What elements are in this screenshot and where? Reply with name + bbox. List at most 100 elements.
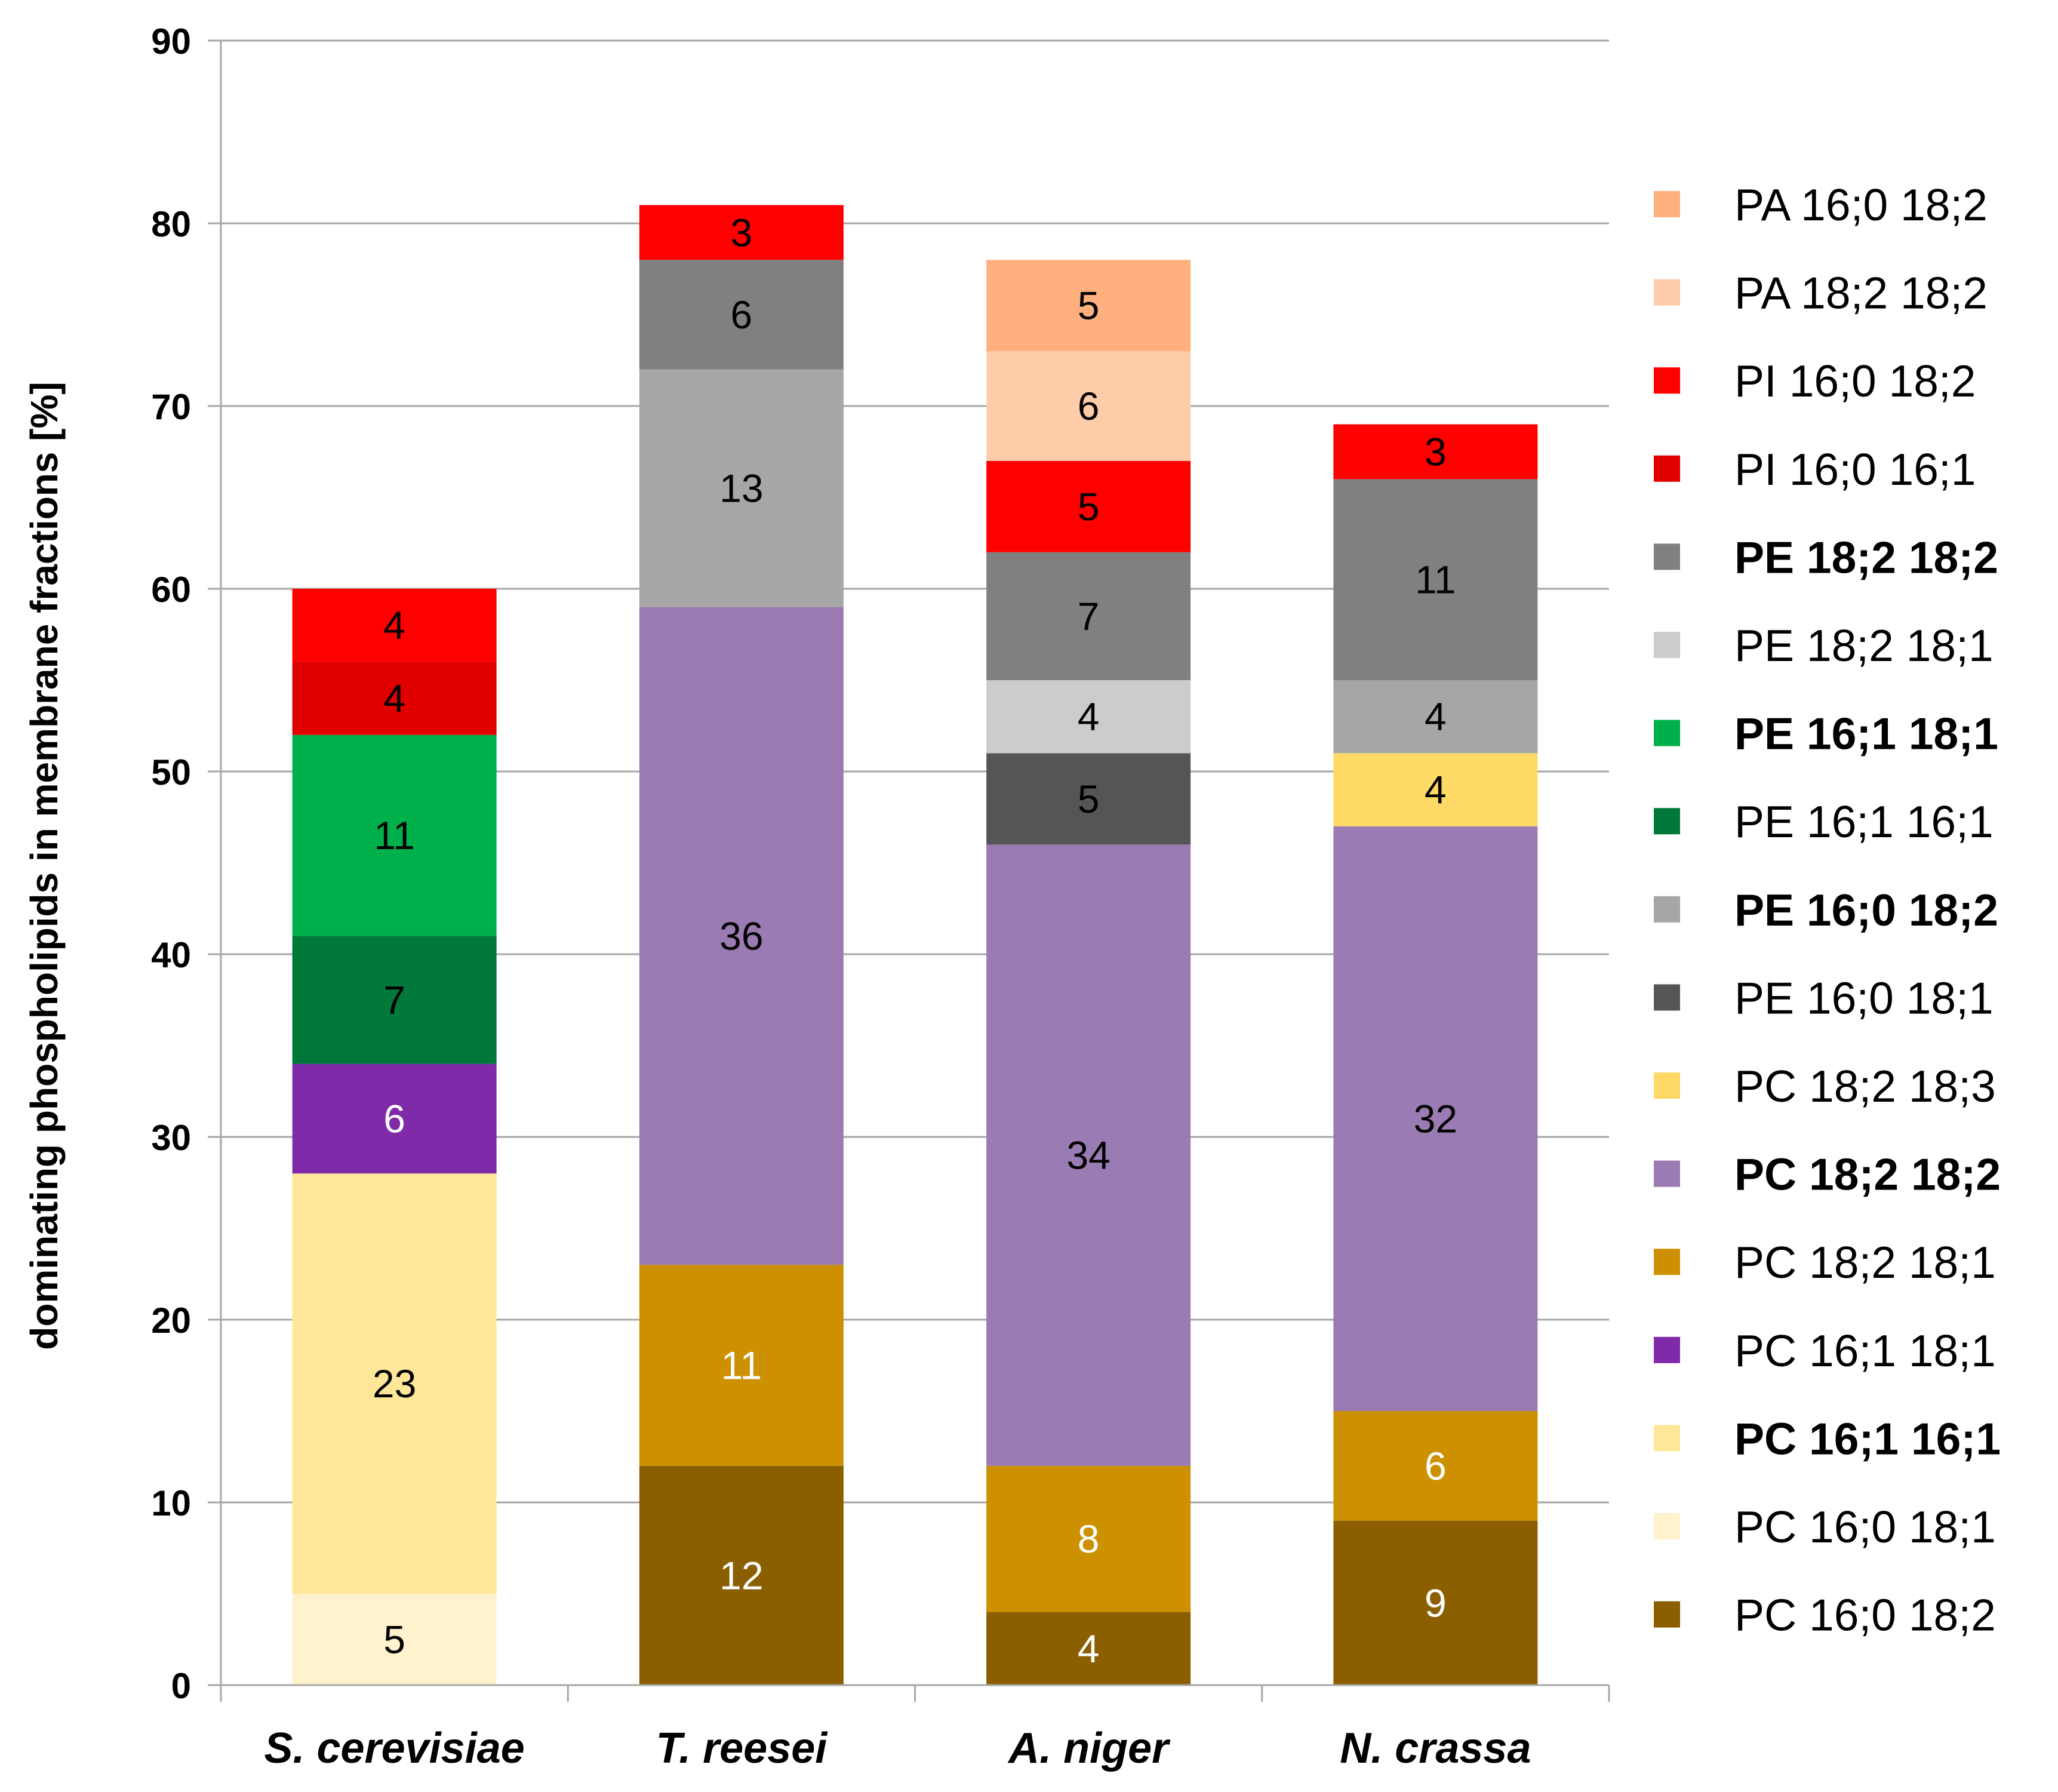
data-label: 5 xyxy=(1078,777,1100,821)
data-label: 32 xyxy=(1414,1096,1457,1141)
legend-label: PC 16;1 16;1 xyxy=(1734,1413,2001,1464)
data-label: 12 xyxy=(719,1553,763,1597)
bar-segment xyxy=(1333,424,1538,479)
legend-swatch xyxy=(1654,1425,1680,1452)
legend-swatch xyxy=(1654,191,1680,217)
legend-swatch xyxy=(1654,1160,1680,1187)
legend-swatch xyxy=(1654,720,1680,746)
legend-swatch xyxy=(1654,543,1680,570)
bar-segment xyxy=(639,260,844,370)
bar-segment xyxy=(292,734,497,936)
legend-swatch xyxy=(1654,1336,1680,1363)
bar-segment xyxy=(986,753,1191,845)
bar-segment xyxy=(986,460,1191,552)
legend-label: PC 18;2 18;2 xyxy=(1734,1149,2001,1200)
legend-label: PI 16;0 18;2 xyxy=(1734,356,1976,406)
bar-segment xyxy=(986,680,1191,754)
legend-swatch xyxy=(1654,1249,1680,1275)
legend-swatch xyxy=(1654,279,1680,306)
legend-label: PA 18;2 18;2 xyxy=(1734,268,1988,318)
legend-swatch xyxy=(1654,455,1680,482)
legend-swatch xyxy=(1654,367,1680,394)
legend-label: PC 16;0 18;1 xyxy=(1734,1502,1996,1552)
data-label: 5 xyxy=(1078,284,1100,328)
bar-segment xyxy=(986,351,1191,461)
legend-label: PC 18;2 18;1 xyxy=(1734,1237,1996,1287)
legend: PA 16;0 18;2 PA 18;2 18;2 PI 16;0 18;2 PI 1… xyxy=(1654,180,2001,1640)
bar-segment xyxy=(292,589,497,662)
data-label: 23 xyxy=(373,1361,416,1406)
data-label: 4 xyxy=(1078,694,1100,739)
data-label: 36 xyxy=(719,914,763,958)
bar-segment xyxy=(986,1612,1191,1685)
data-label: 11 xyxy=(1415,558,1456,602)
y-tick-label: 60 xyxy=(151,570,191,610)
bar-segment xyxy=(639,1265,844,1466)
legend-label: PC 16;1 18;1 xyxy=(1734,1326,1996,1376)
y-tick-label: 90 xyxy=(151,21,191,62)
legend-label: PE 16;1 16;1 xyxy=(1734,797,1994,847)
data-label: 8 xyxy=(1078,1517,1100,1561)
legend-label: PA 16;0 18;2 xyxy=(1734,180,1988,230)
data-label: 4 xyxy=(1425,694,1447,739)
data-label: 4 xyxy=(383,677,405,721)
x-category-label: S. cerevisiae xyxy=(264,1725,524,1772)
data-label: 6 xyxy=(1078,384,1100,428)
y-tick-label: 80 xyxy=(151,204,191,244)
bar-segment xyxy=(1333,826,1538,1411)
data-label: 7 xyxy=(383,978,405,1022)
bar-segment xyxy=(1333,1520,1538,1685)
legend-label: PI 16;0 16;1 xyxy=(1734,444,1976,494)
data-label: 11 xyxy=(721,1344,762,1388)
y-tick-label: 50 xyxy=(151,752,191,792)
x-category-label: A. niger xyxy=(1007,1725,1171,1772)
y-tick-label: 10 xyxy=(151,1483,191,1523)
legend-label: PE 18;2 18;2 xyxy=(1734,532,1998,582)
data-label: 4 xyxy=(1425,768,1447,812)
y-axis-label: dominating phospholipids in membrane fra… xyxy=(23,382,66,1350)
data-label: 4 xyxy=(383,603,405,647)
legend-swatch xyxy=(1654,632,1680,658)
bar-segment xyxy=(639,205,844,260)
bar-segment xyxy=(292,1173,497,1594)
legend-swatch xyxy=(1654,896,1680,923)
bar-segment xyxy=(1333,479,1538,680)
y-tick-label: 20 xyxy=(151,1301,191,1341)
y-tick-label: 40 xyxy=(151,935,191,975)
bar-segment xyxy=(639,369,844,607)
legend-label: PE 16;1 18;1 xyxy=(1734,709,1998,759)
bar-segment xyxy=(986,552,1191,680)
bar-segment xyxy=(639,1465,844,1685)
bar-segment xyxy=(639,607,844,1265)
data-label: 6 xyxy=(1425,1444,1447,1488)
data-label: 11 xyxy=(374,813,415,857)
data-label: 5 xyxy=(1078,484,1100,528)
legend-label: PE 18;2 18;1 xyxy=(1734,620,1994,671)
x-category-labels: S. cerevisiae T. reesei A. niger N. crassa xyxy=(264,1725,1531,1772)
data-label: 13 xyxy=(719,466,763,511)
bar-segment xyxy=(292,662,497,735)
legend-swatch xyxy=(1654,1513,1680,1539)
data-label: 4 xyxy=(1078,1627,1100,1671)
legend-swatch xyxy=(1654,808,1680,835)
bar-segment xyxy=(986,844,1191,1466)
bar-segment xyxy=(292,1063,497,1174)
bar-segment xyxy=(1333,680,1538,754)
bar-segment xyxy=(986,260,1191,352)
bar-segment xyxy=(986,1465,1191,1612)
legend-swatch xyxy=(1654,1601,1680,1628)
bar-segment xyxy=(292,936,497,1064)
bar-segment xyxy=(1333,1411,1538,1521)
legend-label: PC 16;0 18;2 xyxy=(1734,1590,1996,1640)
x-category-label: N. crassa xyxy=(1340,1725,1531,1772)
bar-segment xyxy=(292,1594,497,1685)
axes xyxy=(220,41,1610,1702)
data-label: 9 xyxy=(1425,1581,1447,1625)
legend-label: PE 16;0 18;1 xyxy=(1734,973,1994,1023)
y-tick-label: 70 xyxy=(151,387,191,427)
legend-swatch xyxy=(1654,1072,1680,1099)
data-label: 3 xyxy=(1425,430,1447,474)
y-tick-label: 0 xyxy=(171,1666,191,1706)
